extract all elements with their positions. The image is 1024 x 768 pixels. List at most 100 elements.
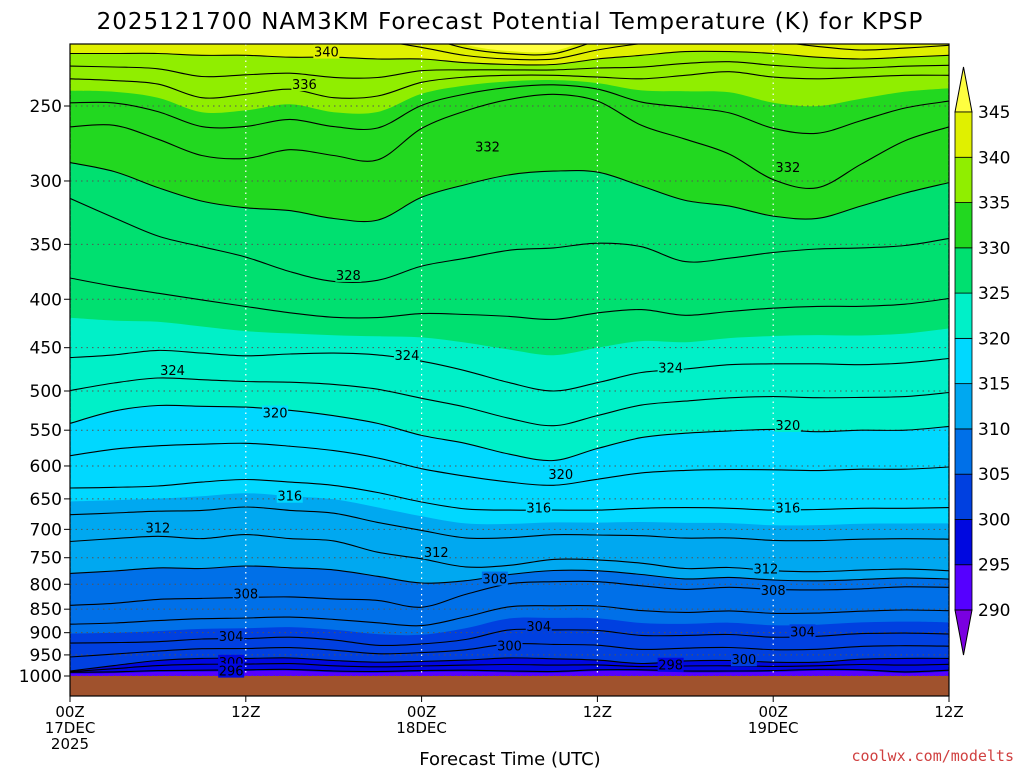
isentrope-330 [70,162,949,223]
contour-label-304: 304 [219,630,244,645]
contour-label-bg [547,467,574,482]
y-tick-label-300: 300 [30,172,62,192]
isentrope-312 [70,534,949,573]
contour-label-bg [218,628,245,643]
contour-label-bg [730,652,757,667]
isentrope-314 [70,506,949,542]
colorbar-label-315: 315 [978,375,1010,395]
x-axis-label: Forecast Time (UTC) [419,749,600,768]
isentrope-338 [70,61,949,79]
contour-label-300: 300 [731,653,756,668]
y-tick-label-450: 450 [30,339,62,359]
contour-label-298: 298 [658,659,683,674]
y-tick-label-1000: 1000 [19,667,62,687]
y-axis: 250 300 350 400 450 500 550 600 650 700 750 800 850 9… [19,97,70,687]
x-tick-label-h24-2: 18DEC [396,719,447,737]
x-tick-label-h24-1: 00Z [407,703,436,721]
colorbar-swatch-330 [954,202,973,249]
y-tick-label-950: 950 [30,646,62,666]
contour-label-bg [335,267,362,282]
colorbar-swatch-335 [954,156,973,203]
chart-title: 2025121700 NAM3KM Forecast Potential Tem… [97,9,924,35]
contour-label-304: 304 [526,620,551,635]
y-tick-label-700: 700 [30,520,62,540]
isentrope-296 [70,668,949,673]
contour-label-bg [789,624,816,639]
contour-label-bg [752,561,779,576]
isentrope-306 [70,605,949,627]
isentrope-342 [398,44,949,61]
contour-label-bg [393,347,420,362]
colorbar-label-330: 330 [978,239,1010,259]
x-tick-label-h60-1: 12Z [934,703,963,721]
contour-label-bg [774,417,801,432]
credit-text[interactable]: coolwx.com/modelts [851,747,1014,765]
y-tick-label-400: 400 [30,290,62,310]
colorbar-label-335: 335 [978,194,1010,214]
contour-label-bg [760,582,787,597]
contour-label-316: 316 [277,490,302,505]
contour-label-320: 320 [548,468,573,483]
contour-label-336: 336 [292,78,317,93]
contour-label-340: 340 [314,46,339,61]
contour-label-328: 328 [336,269,361,284]
colorbar-label-340: 340 [978,148,1010,168]
isentrope-310 [70,565,949,584]
x-tick-label-h48-1: 00Z [759,703,788,721]
x-tick-label-h36-1: 12Z [583,703,612,721]
contour-label-bg [276,488,303,503]
contour-label-bg [525,618,552,633]
isentrope-324 [70,349,949,392]
contour-label-296: 296 [219,665,244,680]
contour-label-bg [218,663,245,678]
contour-label-bg [291,77,318,92]
x-tick-label-h0-2: 17DEC [45,719,96,737]
contour-label-bg [496,638,523,653]
isentrope-318 [70,442,949,486]
contour-label-300: 300 [497,640,522,655]
y-tick-label-900: 900 [30,624,62,644]
colorbar-label-300: 300 [978,510,1010,530]
contour-label-bg [657,360,684,375]
x-tick-label-h0-1: 00Z [55,703,84,721]
y-tick-label-850: 850 [30,600,62,620]
contour-label-bg [423,545,450,560]
theta-color-fill [70,44,949,676]
contour-label-bg [262,405,289,420]
contour-label-308: 308 [482,573,507,588]
contour-label-320: 320 [263,407,288,422]
isentrope-344 [446,44,589,56]
colorbar-swatch-320 [954,292,973,339]
isentrope-contours [70,44,949,673]
isentrope-298 [70,663,949,673]
x-tick-label-h12-1: 12Z [231,703,260,721]
y-tick-label-500: 500 [30,382,62,402]
contour-label-312: 312 [145,522,170,537]
colorbar-label-325: 325 [978,284,1010,304]
colorbar-swatch-310 [954,383,973,430]
plot-frame [69,43,950,697]
isentrope-332 [70,93,949,189]
contour-label-324: 324 [658,361,683,376]
isentrope-322 [70,377,949,427]
y-tick-label-250: 250 [30,97,62,117]
y-tick-label-800: 800 [30,575,62,595]
contour-label-324: 324 [395,349,420,364]
colorbar: 290 295 300 305 310 315 320 325 330 335 340 345 [954,66,1010,656]
contour-label-bg [144,520,171,535]
contour-label-316: 316 [526,502,551,517]
contour-label-bg [232,586,259,601]
contour-label-312: 312 [753,563,778,578]
contour-label-bg [657,657,684,672]
isentrope-326 [70,277,949,321]
fill-band-345 [462,44,577,53]
colorbar-swatch-315 [954,337,973,385]
y-tick-label-350: 350 [30,235,62,255]
isentrope-308 [70,580,949,608]
contour-label-bg [313,44,340,59]
colorbar-top-triangle [954,66,973,113]
contour-label-bg [159,362,186,377]
colorbar-swatch-305 [954,428,973,475]
